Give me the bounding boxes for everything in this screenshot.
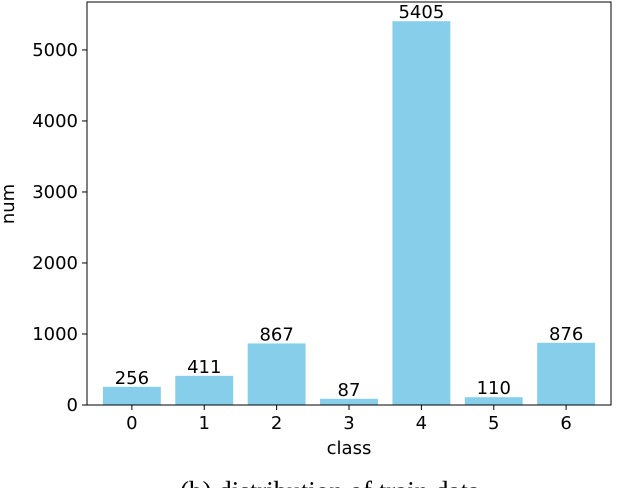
y-tick-label: 4000 — [32, 111, 78, 132]
value-label: 876 — [549, 324, 583, 345]
value-label: 87 — [338, 380, 361, 401]
bar — [320, 398, 378, 405]
y-tick-label: 0 — [67, 395, 78, 416]
x-tick-label: 1 — [199, 413, 210, 434]
bar — [537, 342, 596, 405]
x-tick-label: 0 — [126, 413, 137, 434]
x-tick-label: 5 — [488, 413, 499, 434]
value-label: 110 — [477, 378, 511, 399]
x-tick-label: 6 — [560, 413, 571, 434]
caption: (b) distribution of train data — [180, 476, 480, 488]
bar — [247, 343, 306, 405]
y-tick-label: 3000 — [32, 182, 78, 203]
plot-frame — [86, 1, 612, 406]
bar — [464, 397, 523, 405]
bar — [175, 375, 234, 405]
x-tick-label: 4 — [416, 413, 427, 434]
value-label: 256 — [115, 368, 149, 389]
bar — [392, 21, 451, 405]
value-label: 867 — [259, 324, 293, 345]
x-axis-label: class — [327, 438, 372, 459]
y-tick-label: 5000 — [32, 40, 78, 61]
x-tick-label: 2 — [271, 413, 282, 434]
y-axis-label: num — [0, 184, 19, 224]
y-tick-label: 2000 — [32, 253, 78, 274]
y-tick-label: 1000 — [32, 324, 78, 345]
value-label: 411 — [187, 357, 221, 378]
value-label: 5405 — [398, 2, 444, 23]
bar — [102, 386, 161, 405]
x-tick-label: 3 — [343, 413, 354, 434]
